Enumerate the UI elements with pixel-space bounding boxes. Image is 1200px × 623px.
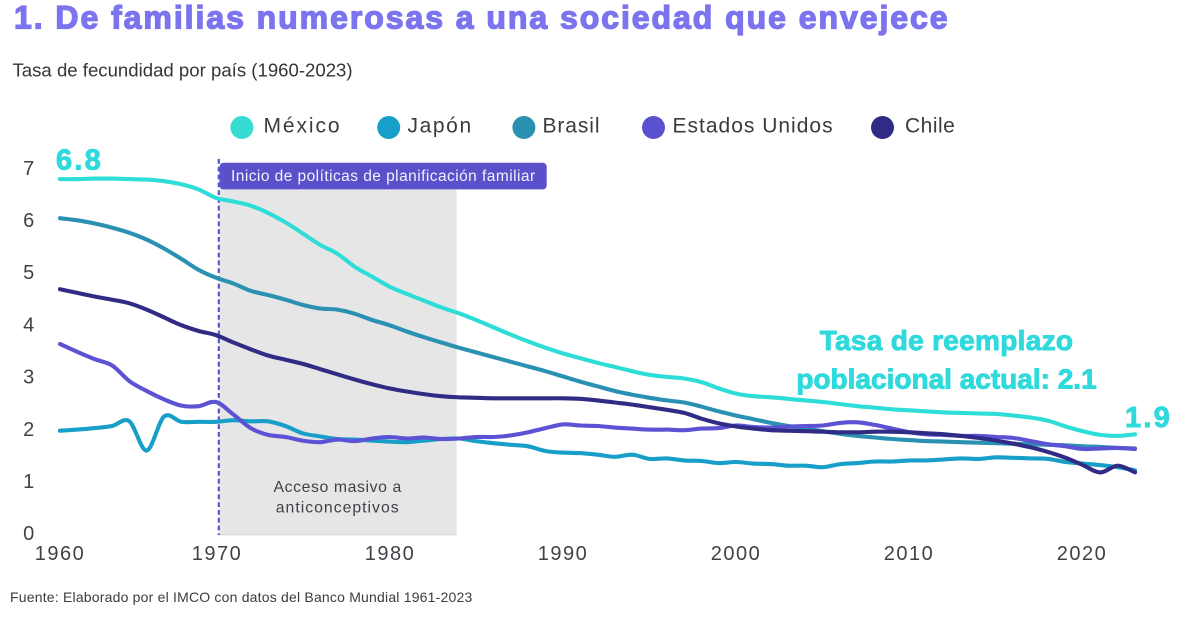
- svg-text:2010: 2010: [884, 543, 935, 565]
- svg-text:Japón: Japón: [408, 115, 473, 138]
- svg-text:Estados Unidos: Estados Unidos: [673, 115, 834, 138]
- svg-text:5: 5: [23, 262, 35, 284]
- svg-text:México: México: [264, 115, 342, 138]
- svg-text:Inicio de políticas de planifi: Inicio de políticas de planificación fam…: [231, 168, 536, 185]
- svg-text:1. De familias numerosas a una: 1. De familias numerosas a una sociedad …: [14, 0, 950, 36]
- svg-text:poblacional actual: 2.1: poblacional actual: 2.1: [796, 364, 1096, 395]
- svg-text:anticonceptivos: anticonceptivos: [276, 499, 400, 516]
- svg-text:1960: 1960: [35, 543, 86, 565]
- svg-text:7: 7: [23, 158, 35, 180]
- svg-text:Tasa de reemplazo: Tasa de reemplazo: [820, 325, 1074, 356]
- svg-text:2: 2: [23, 419, 35, 441]
- svg-text:Acceso masivo a: Acceso masivo a: [273, 479, 401, 496]
- svg-text:6.8: 6.8: [56, 144, 103, 176]
- svg-text:6: 6: [23, 210, 35, 232]
- svg-text:1980: 1980: [365, 543, 416, 565]
- svg-text:Chile: Chile: [905, 115, 955, 138]
- svg-text:0: 0: [23, 523, 35, 545]
- svg-text:1.9: 1.9: [1125, 402, 1172, 434]
- svg-text:1: 1: [23, 471, 35, 493]
- svg-text:4: 4: [23, 314, 35, 336]
- svg-text:1970: 1970: [192, 543, 243, 565]
- svg-text:Tasa de fecundidad por país (1: Tasa de fecundidad por país (1960-2023): [13, 60, 353, 81]
- svg-text:1990: 1990: [538, 543, 589, 565]
- svg-text:Brasil: Brasil: [543, 115, 601, 138]
- svg-text:3: 3: [23, 367, 35, 389]
- svg-text:2020: 2020: [1057, 543, 1108, 565]
- svg-text:2000: 2000: [711, 543, 762, 565]
- svg-text:Fuente: Elaborado por el IMCO: Fuente: Elaborado por el IMCO con datos …: [10, 589, 472, 605]
